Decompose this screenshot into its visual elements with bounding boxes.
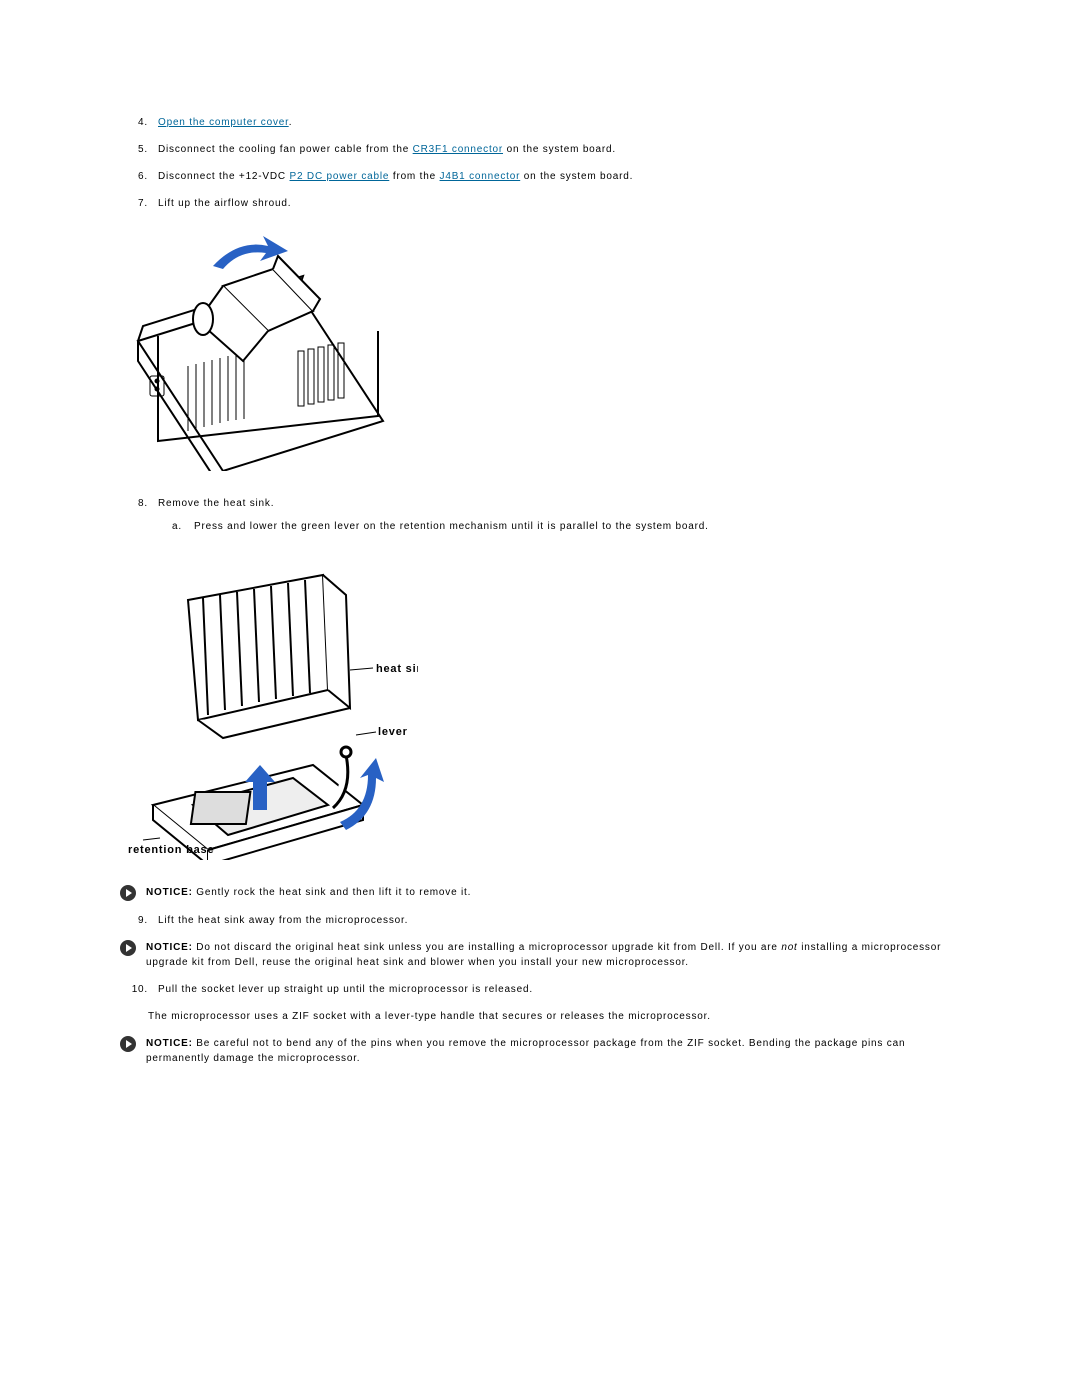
step-body: Pull the socket lever up straight up unt… bbox=[158, 982, 960, 997]
cr3f1-link[interactable]: CR3F1 connector bbox=[413, 144, 503, 155]
step-list-cont2: 9. Lift the heat sink away from the micr… bbox=[120, 913, 960, 928]
notice-text: NOTICE: Do not discard the original heat… bbox=[146, 940, 960, 970]
step-text: . bbox=[289, 117, 293, 128]
step-body: Disconnect the +12-VDC P2 DC power cable… bbox=[158, 169, 960, 184]
step-number: 4. bbox=[120, 115, 158, 130]
step-text: Disconnect the +12-VDC bbox=[158, 171, 290, 182]
step-8: 8. Remove the heat sink. a. Press and lo… bbox=[120, 496, 960, 540]
step-4: 4. Open the computer cover. bbox=[120, 115, 960, 130]
step-10: 10. Pull the socket lever up straight up… bbox=[120, 982, 960, 997]
sub-step-list: a. Press and lower the green lever on th… bbox=[158, 519, 960, 534]
step-text: on the system board. bbox=[503, 144, 616, 155]
sub-step-number: a. bbox=[158, 519, 194, 534]
step-7: 7. Lift up the airflow shroud. bbox=[120, 196, 960, 211]
sub-step-text: Press and lower the green lever on the r… bbox=[194, 519, 709, 534]
step-6: 6. Disconnect the +12-VDC P2 DC power ca… bbox=[120, 169, 960, 184]
step-number: 10. bbox=[120, 982, 158, 997]
notice-label: NOTICE: bbox=[146, 887, 193, 898]
step-number: 9. bbox=[120, 913, 158, 928]
step-body: Lift up the airflow shroud. bbox=[158, 196, 960, 211]
notice-text: NOTICE: Be careful not to bend any of th… bbox=[146, 1036, 960, 1066]
label-lever: lever bbox=[378, 726, 408, 738]
notice-body: Be careful not to bend any of the pins w… bbox=[146, 1038, 905, 1064]
figure-airflow-shroud bbox=[128, 231, 960, 471]
step-text: on the system board. bbox=[520, 171, 633, 182]
step-list: 4. Open the computer cover. 5. Disconnec… bbox=[120, 115, 960, 211]
step-body: Remove the heat sink. a. Press and lower… bbox=[158, 496, 960, 540]
step-10-para: The microprocessor uses a ZIF socket wit… bbox=[148, 1009, 960, 1024]
step-9: 9. Lift the heat sink away from the micr… bbox=[120, 913, 960, 928]
notice-label: NOTICE: bbox=[146, 1038, 193, 1049]
step-text: from the bbox=[389, 171, 439, 182]
open-cover-link[interactable]: Open the computer cover bbox=[158, 117, 289, 128]
notice-text: NOTICE: Gently rock the heat sink and th… bbox=[146, 885, 960, 900]
step-list-cont3: 10. Pull the socket lever up straight up… bbox=[120, 982, 960, 997]
step-number: 5. bbox=[120, 142, 158, 157]
step-body: Lift the heat sink away from the micropr… bbox=[158, 913, 960, 928]
notice-2: NOTICE: Do not discard the original heat… bbox=[120, 940, 960, 970]
step-body: Disconnect the cooling fan power cable f… bbox=[158, 142, 960, 157]
step-text: Disconnect the cooling fan power cable f… bbox=[158, 144, 413, 155]
step-number: 7. bbox=[120, 196, 158, 211]
step-text: Remove the heat sink. bbox=[158, 498, 274, 509]
notice-icon bbox=[120, 885, 136, 901]
sub-step-a: a. Press and lower the green lever on th… bbox=[158, 519, 960, 534]
notice-body: Do not discard the original heat sink un… bbox=[193, 942, 782, 953]
step-number: 8. bbox=[120, 496, 158, 540]
j4b1-link[interactable]: J4B1 connector bbox=[440, 171, 521, 182]
step-5: 5. Disconnect the cooling fan power cabl… bbox=[120, 142, 960, 157]
notice-label: NOTICE: bbox=[146, 942, 193, 953]
figure-heat-sink: heat sink lever retention base bbox=[128, 560, 960, 860]
step-list-cont: 8. Remove the heat sink. a. Press and lo… bbox=[120, 496, 960, 540]
notice-3: NOTICE: Be careful not to bend any of th… bbox=[120, 1036, 960, 1066]
notice-icon bbox=[120, 1036, 136, 1052]
step-number: 6. bbox=[120, 169, 158, 184]
step-body: Open the computer cover. bbox=[158, 115, 960, 130]
label-retention-base: retention base bbox=[128, 844, 214, 856]
notice-body: Gently rock the heat sink and then lift … bbox=[193, 887, 472, 898]
p2-cable-link[interactable]: P2 DC power cable bbox=[290, 171, 390, 182]
notice-italic: not bbox=[781, 942, 797, 953]
notice-1: NOTICE: Gently rock the heat sink and th… bbox=[120, 885, 960, 901]
notice-icon bbox=[120, 940, 136, 956]
label-heat-sink: heat sink bbox=[376, 663, 418, 675]
